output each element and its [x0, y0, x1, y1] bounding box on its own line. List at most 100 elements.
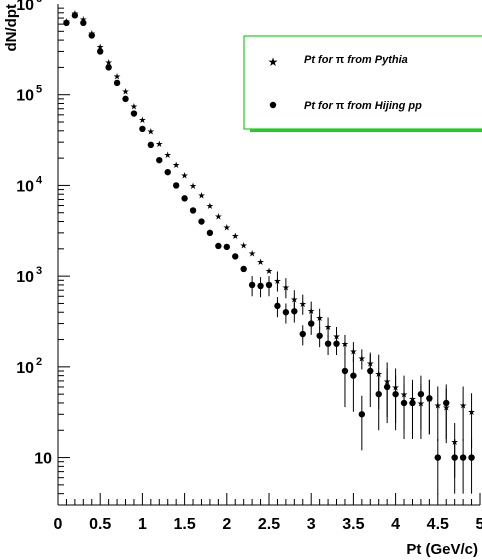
data-point-circle [139, 125, 146, 133]
data-point-star: ★ [349, 347, 357, 357]
data-point-circle [232, 253, 239, 260]
data-point-circle [333, 340, 340, 347]
data-point-star: ★ [299, 300, 307, 310]
data-point-star: ★ [96, 43, 104, 53]
data-point-star: ★ [341, 340, 349, 350]
x-tick-label: 3 [307, 516, 316, 533]
data-point-star: ★ [105, 58, 113, 68]
data-point-star: ★ [155, 140, 163, 150]
x-tick-label: 3.5 [342, 516, 364, 533]
data-point-circle [375, 390, 382, 398]
data-point-star: ★ [358, 355, 366, 365]
svg-text:Pt for π from Pythia: Pt for π from Pythia [304, 54, 408, 66]
data-point-circle [350, 372, 357, 379]
legend-marker-star: ★ [268, 55, 279, 69]
data-point-circle [291, 308, 298, 315]
data-point-circle [400, 399, 408, 407]
data-point-circle [240, 265, 247, 273]
data-point-circle [122, 95, 129, 103]
data-point-star: ★ [130, 103, 138, 113]
data-point-star: ★ [265, 267, 273, 277]
x-tick-label: 0.5 [89, 516, 111, 533]
series-hijing [63, 12, 475, 494]
data-point-star: ★ [189, 182, 197, 192]
data-point-star: ★ [290, 295, 298, 305]
data-point-star: ★ [434, 401, 442, 411]
legend-label-symbol: π [336, 100, 345, 112]
data-point-circle [248, 281, 256, 289]
data-point-circle [215, 242, 222, 250]
data-point-circle [434, 454, 441, 461]
y-tick-label: 10 [16, 178, 34, 195]
data-point-circle [392, 390, 399, 398]
data-point-circle [316, 332, 323, 339]
data-point-star: ★ [138, 116, 146, 126]
y-tick-exponent: 6 [36, 0, 42, 5]
x-tick-label: 5 [476, 516, 482, 533]
x-tick-label: 0 [54, 516, 63, 533]
data-point-circle [63, 19, 70, 27]
legend-box [243, 35, 482, 130]
axes: 00.511.522.533.544.5510102103104105106Pt… [3, 0, 482, 558]
data-point-circle [257, 282, 264, 290]
legend-label-prefix: Pt for [304, 100, 336, 112]
data-point-circle [308, 320, 315, 327]
y-axis-label: dN/dpt [3, 4, 20, 51]
data-point-circle [189, 207, 197, 214]
data-point-circle [409, 399, 416, 407]
data-point-circle [105, 64, 112, 71]
data-point-circle [299, 330, 306, 338]
data-point-circle [383, 383, 391, 391]
legend-entry-hijing: Pt for π from Hijing pp [269, 100, 422, 112]
legend-label-symbol: π [336, 54, 345, 66]
data-point-circle [97, 48, 104, 55]
data-point-star: ★ [324, 323, 332, 333]
data-point-star: ★ [375, 370, 383, 380]
x-tick-label: 1 [138, 516, 147, 533]
x-tick-label: 2.5 [258, 516, 280, 533]
data-point-circle [223, 243, 230, 251]
data-point-circle [324, 340, 332, 347]
data-point-star: ★ [273, 277, 281, 287]
data-point-star: ★ [164, 151, 172, 161]
data-point-circle [206, 229, 214, 237]
data-point-circle [164, 168, 171, 176]
data-point-star: ★ [248, 249, 256, 259]
data-point-circle [443, 399, 450, 407]
data-point-star: ★ [468, 408, 476, 418]
legend-label-prefix: Pt for [304, 54, 336, 66]
data-point-circle [468, 454, 475, 461]
y-tick-exponent: 4 [36, 174, 43, 186]
data-point-star: ★ [214, 213, 222, 223]
x-tick-label: 4.5 [427, 516, 449, 533]
data-point-circle [274, 302, 281, 310]
data-point-circle [367, 367, 374, 375]
data-point-circle [147, 141, 155, 149]
y-tick-exponent: 3 [36, 265, 42, 277]
data-point-star: ★ [231, 232, 239, 242]
data-point-star: ★ [240, 242, 248, 252]
data-point-star: ★ [147, 127, 155, 137]
x-tick-label: 1.5 [173, 516, 195, 533]
data-point-star: ★ [113, 73, 121, 83]
y-tick-label: 10 [34, 451, 52, 468]
data-point-circle [282, 309, 290, 316]
data-point-circle [426, 395, 433, 402]
legend-label-suffix: from Pythia [344, 54, 408, 66]
data-point-circle [451, 454, 458, 461]
y-tick-label: 10 [16, 88, 34, 105]
x-axis-label: Pt (GeV/c) [406, 541, 478, 558]
data-point-circle [459, 454, 467, 461]
data-point-circle [88, 32, 95, 39]
x-tick-label: 2 [222, 516, 231, 533]
data-point-circle [358, 411, 366, 418]
data-point-circle [80, 19, 87, 27]
data-point-star: ★ [181, 172, 189, 182]
data-point-star: ★ [459, 401, 467, 411]
data-point-star: ★ [121, 87, 129, 97]
legend-entry-pythia: ★ Pt for π from Pythia [268, 54, 408, 69]
svg-text:Pt for π from Hijing pp: Pt for π from Hijing pp [304, 100, 422, 112]
data-point-circle [71, 12, 79, 19]
x-tick-label: 4 [391, 516, 400, 533]
data-point-circle [172, 182, 180, 189]
